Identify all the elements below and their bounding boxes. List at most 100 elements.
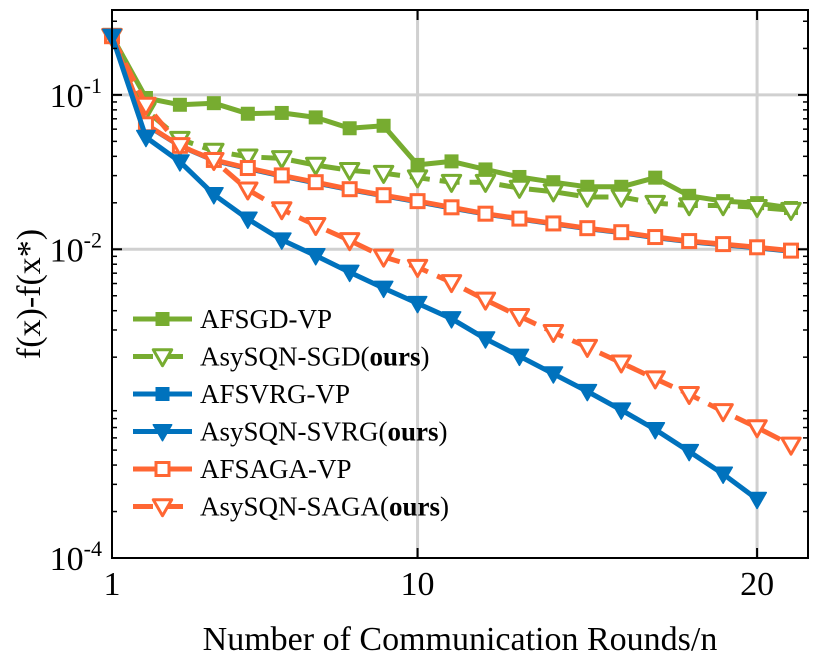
data-point: [542, 323, 565, 343]
data-point: [372, 248, 395, 268]
data-point: [712, 197, 734, 217]
series-layer: [101, 27, 802, 510]
data-point: [239, 160, 256, 177]
data-point: [610, 188, 632, 208]
y-tick-label: 10-1: [50, 73, 102, 115]
data-point: [237, 148, 259, 168]
data-point: [509, 348, 530, 367]
data-point: [172, 97, 187, 112]
y-tick-label: 10-2: [50, 227, 102, 269]
data-point: [440, 173, 463, 193]
data-point: [678, 385, 700, 405]
data-point: [373, 280, 394, 299]
data-point: [611, 402, 632, 420]
legend-item: AFSVRG-VP: [133, 379, 350, 409]
data-point: [508, 307, 531, 327]
data-point: [477, 205, 494, 222]
data-point: [746, 199, 768, 219]
data-point: [338, 232, 361, 252]
x-tick-label: 10: [401, 566, 435, 603]
data-point: [376, 118, 391, 133]
legend-label: AFSVRG-VP: [200, 379, 350, 409]
data-point: [645, 421, 666, 440]
legend-marker: [154, 461, 171, 477]
data-point: [713, 466, 734, 484]
data-point: [406, 258, 429, 278]
x-tick-label: 1: [104, 566, 121, 603]
data-point: [305, 156, 327, 176]
data-point: [577, 383, 598, 402]
data-point: [576, 188, 599, 208]
legend-marker: [151, 348, 174, 368]
data-point: [406, 169, 429, 189]
y-tick-label: 10-4: [50, 536, 102, 578]
data-point: [543, 366, 564, 384]
data-point: [747, 491, 768, 510]
legend-label: AsySQN-SGD(ours): [200, 342, 430, 372]
data-point: [576, 338, 599, 358]
axis-ticks: 1 10 20 10-1 10-2 10-4: [50, 10, 808, 603]
data-point: [613, 224, 630, 241]
legend-marker: [155, 387, 170, 401]
data-point: [169, 154, 190, 172]
data-point: [135, 96, 157, 116]
data-point: [440, 274, 463, 294]
legend-item: AFSGD-VP: [133, 304, 332, 334]
data-point: [444, 154, 459, 169]
legend-marker: [151, 498, 174, 518]
data-point: [475, 331, 496, 349]
data-point: [305, 216, 327, 236]
legend-label: AsySQN-SVRG(ours): [200, 417, 448, 447]
legend-item: AsySQN-SAGA(ours): [133, 492, 449, 522]
data-point: [579, 220, 596, 237]
data-point: [271, 150, 293, 170]
data-point: [746, 419, 768, 439]
data-point: [644, 194, 666, 214]
data-point: [240, 106, 255, 121]
data-point: [372, 164, 395, 184]
data-point: [237, 211, 258, 229]
data-point: [206, 96, 221, 111]
x-tick-label: 20: [740, 566, 774, 603]
data-point: [375, 187, 392, 204]
y-axis-title: f(x)-f(x*): [11, 229, 48, 359]
data-point: [342, 121, 357, 136]
data-point: [271, 232, 292, 250]
data-point: [644, 370, 666, 390]
data-point: [305, 248, 326, 266]
data-point: [273, 167, 290, 184]
data-point: [715, 236, 732, 253]
data-point: [237, 181, 259, 201]
data-point: [341, 181, 358, 198]
series-asysqn-saga: [101, 27, 802, 456]
data-point: [169, 137, 191, 157]
data-point: [712, 403, 734, 423]
data-point: [678, 197, 700, 217]
data-point: [474, 291, 497, 311]
data-point: [780, 436, 802, 456]
data-point: [545, 215, 562, 232]
data-point: [679, 443, 700, 462]
data-point: [610, 354, 632, 374]
data-point: [749, 239, 766, 256]
data-point: [409, 193, 426, 210]
legend-item: AFSAGA-VP: [133, 454, 352, 484]
legend-item: AsySQN-SVRG(ours): [133, 417, 448, 447]
data-point: [508, 179, 531, 199]
data-point: [681, 233, 698, 250]
data-point: [203, 151, 225, 171]
legend-marker: [155, 312, 170, 326]
data-point: [339, 264, 360, 283]
data-point: [407, 295, 428, 314]
data-point: [648, 170, 663, 185]
legend-marker: [152, 423, 173, 442]
legend-label: AsySQN-SAGA(ours): [200, 492, 449, 522]
data-point: [203, 187, 224, 205]
data-point: [443, 199, 460, 216]
data-point: [271, 201, 293, 221]
data-point: [474, 173, 497, 193]
data-point: [338, 161, 361, 181]
data-point: [136, 129, 156, 148]
